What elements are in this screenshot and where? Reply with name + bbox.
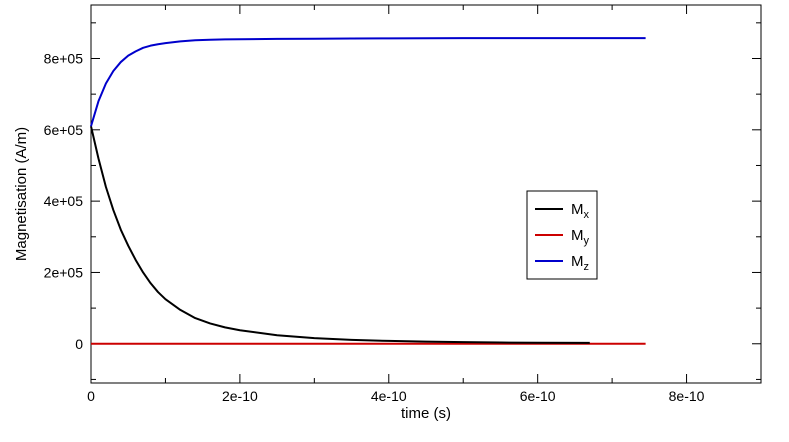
y-tick-label: 0: [75, 336, 83, 352]
legend-label-mz: Mz: [571, 253, 589, 273]
x-tick-label: 8e-10: [669, 388, 705, 404]
x-tick-label: 0: [87, 388, 95, 404]
legend: Mx My Mz: [526, 190, 598, 280]
plot-frame: [90, 4, 762, 384]
ticks-layer: 0 2e-10 4e-10 6e-10 8e-10 0 2e+05 4e+05 6e+05 8e+…: [44, 5, 762, 404]
series-line-mz: [90, 37, 646, 127]
y-axis-label: Magnetisation (A/m): [13, 127, 30, 261]
series-layer: [90, 37, 646, 345]
series-line-mx: [90, 126, 590, 344]
y-tick-label: 8e+05: [44, 50, 84, 66]
y-tick-label: 2e+05: [44, 264, 84, 280]
legend-label-my: My: [571, 227, 590, 247]
y-tick-label: 6e+05: [44, 122, 84, 138]
legend-label-mx: Mx: [571, 201, 590, 221]
y-tick-label: 4e+05: [44, 193, 84, 209]
x-tick-label: 6e-10: [520, 388, 556, 404]
x-axis-label: time (s): [401, 405, 451, 422]
x-tick-label: 4e-10: [371, 388, 407, 404]
x-tick-label: 2e-10: [222, 388, 258, 404]
